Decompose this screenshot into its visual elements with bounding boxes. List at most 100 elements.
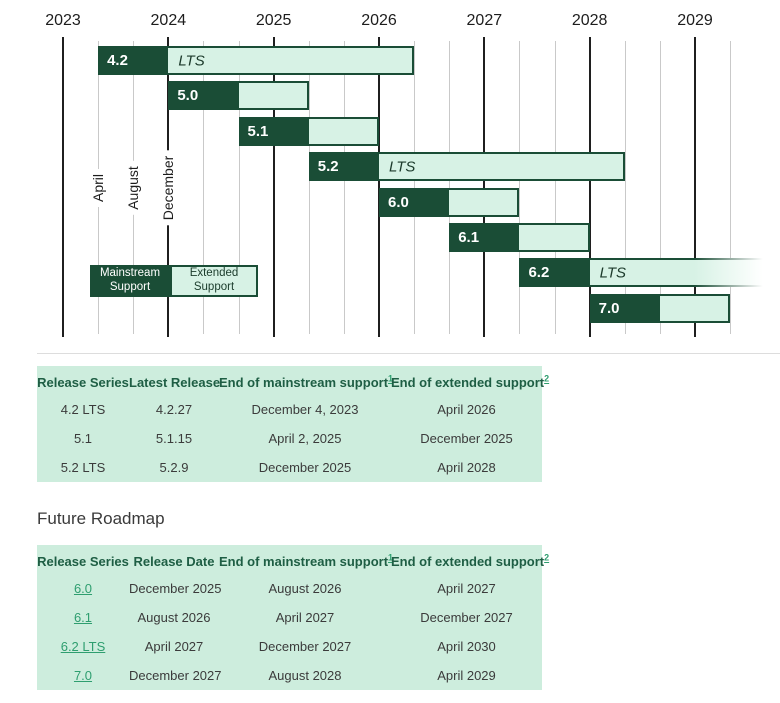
year-gridline (483, 37, 486, 337)
table-row: 5.2 LTS 5.2.9 December 2025 April 2028 (37, 453, 542, 482)
column-header: Release Date (129, 545, 219, 574)
month-label: August (123, 161, 144, 215)
column-header-label: Latest Release (129, 375, 221, 390)
year-label: 2029 (677, 12, 713, 29)
table-cell: December 2025 (420, 431, 513, 446)
bar-fade-out (693, 258, 780, 288)
minor-gridline (414, 41, 416, 334)
legend-mainstream-support: Mainstream Support (90, 265, 170, 297)
bar-version-label: 7.0 (598, 299, 620, 317)
table-cell: April 2030 (437, 639, 496, 654)
table-row: 5.1 5.1.15 April 2, 2025 December 2025 (37, 424, 542, 453)
section-divider (37, 353, 780, 354)
table-cell: December 2027 (258, 639, 352, 654)
table-cell: April 2028 (437, 460, 496, 475)
bar-version-label: 5.0 (177, 87, 199, 105)
legend-mainstream-label: Mainstream Support (99, 267, 161, 293)
minor-gridline (730, 41, 732, 334)
table-cell: December 4, 2023 (251, 402, 359, 417)
year-gridline (377, 37, 380, 337)
bar-mainstream-segment: 4.2 (98, 46, 169, 75)
column-header: End of mainstream support1 (219, 545, 393, 574)
footnote-link[interactable]: 1 (388, 373, 394, 384)
table-cell: 4.2.27 (155, 402, 193, 417)
year-gridline (588, 37, 591, 337)
table-cell: 5.1.15 (155, 431, 193, 446)
release-bar: 7.0 (589, 293, 731, 323)
footnote-sup: 1 (388, 553, 393, 563)
release-bar: 5.0 (168, 81, 309, 111)
column-header-label: Release Series (37, 554, 129, 569)
release-bar: 6.1 (449, 223, 590, 252)
support-roadmap-chart: Mainstream Support Extended Support 2023… (45, 12, 780, 337)
table-cell: 6.1 (37, 603, 129, 632)
release-bar: 5.2 LTS (308, 152, 625, 182)
release-series-link[interactable]: 6.2 LTS (60, 639, 106, 654)
bar-mainstream-segment: 5.1 (238, 116, 309, 146)
year-label: 2024 (150, 12, 187, 29)
future-roadmap-table: Release Series Release Date End of mainstr… (37, 545, 549, 690)
minor-gridline (554, 41, 556, 334)
release-series-link[interactable]: 6.0 (73, 581, 93, 596)
future-roadmap-heading: Future Roadmap (37, 509, 165, 528)
table-row: 7.0 December 2027 August 2028 April 2029 (37, 661, 542, 690)
table-cell: August 2026 (268, 581, 342, 596)
minor-gridline (449, 41, 451, 334)
year-gridline (272, 37, 275, 337)
minor-gridline (203, 41, 205, 334)
table-row: 4.2 LTS 4.2.27 December 4, 2023 April 2026 (37, 395, 542, 424)
legend-extended-support: Extended Support (170, 265, 258, 297)
bar-version-label: 6.2 (528, 264, 550, 282)
column-header: End of extended support2 (391, 545, 549, 574)
table-cell: December 2025 (258, 460, 352, 475)
table-cell: 7.0 (37, 661, 129, 690)
minor-gridline (519, 41, 521, 334)
bar-mainstream-segment: 6.0 (378, 187, 450, 217)
footnote-sup: 1 (388, 374, 393, 384)
table-cell: 4.2 LTS (60, 402, 106, 417)
footnote-link[interactable]: 2 (544, 373, 550, 384)
footnote-link[interactable]: 1 (388, 552, 394, 563)
release-bar: 5.1 (238, 116, 379, 146)
table-cell: December 2027 (129, 668, 222, 683)
table-header-row: Release Series Release Date End of mainstr… (37, 545, 549, 574)
bar-lts-label: LTS (599, 264, 627, 282)
table-cell: 6.0 (37, 574, 129, 603)
bar-mainstream-segment: 6.1 (449, 223, 520, 252)
column-header-label: End of mainstream support (219, 554, 389, 569)
minor-gridline (308, 41, 310, 334)
table-cell: April 2027 (275, 610, 335, 625)
bar-version-label: 5.2 (317, 158, 339, 176)
bar-lts-label: LTS (178, 52, 205, 69)
column-header-label: End of extended support (391, 554, 545, 569)
legend: Mainstream Support Extended Support (90, 265, 258, 297)
column-header-label: Release Series (37, 375, 129, 390)
bar-mainstream-segment: 5.2 (308, 152, 379, 182)
column-header: Release Series (37, 545, 129, 574)
release-bar: 6.2 LTS (519, 258, 780, 288)
release-series-link[interactable]: 7.0 (73, 668, 93, 683)
release-bar: 4.2 LTS (98, 46, 415, 75)
column-header-label: End of mainstream support (219, 375, 389, 390)
column-header-label: Release Date (133, 554, 215, 569)
bar-version-label: 6.0 (387, 193, 409, 211)
month-label: December (158, 150, 179, 226)
table-cell: April 2029 (437, 668, 496, 683)
table-cell: 6.2 LTS (37, 632, 129, 661)
year-gridline (693, 37, 696, 337)
table-cell: April 2027 (144, 639, 204, 654)
bar-mainstream-segment: 7.0 (589, 293, 660, 323)
footnote-link[interactable]: 2 (544, 552, 550, 563)
table-cell: April 2027 (437, 581, 496, 596)
release-series-link[interactable]: 6.1 (73, 610, 93, 625)
month-label: April (88, 168, 109, 208)
table-cell: 5.1 (73, 431, 93, 446)
current-support-table: Release Series Latest Release End of mains… (37, 366, 549, 482)
table-cell: December 2025 (129, 581, 222, 596)
table-cell: April 2, 2025 (268, 431, 342, 446)
table-cell: April 2026 (437, 402, 496, 417)
table-cell: August 2028 (268, 668, 342, 683)
bar-version-label: 4.2 (107, 52, 128, 69)
bar-mainstream-segment: 6.2 (519, 258, 590, 288)
release-bar: 6.0 (378, 187, 520, 217)
